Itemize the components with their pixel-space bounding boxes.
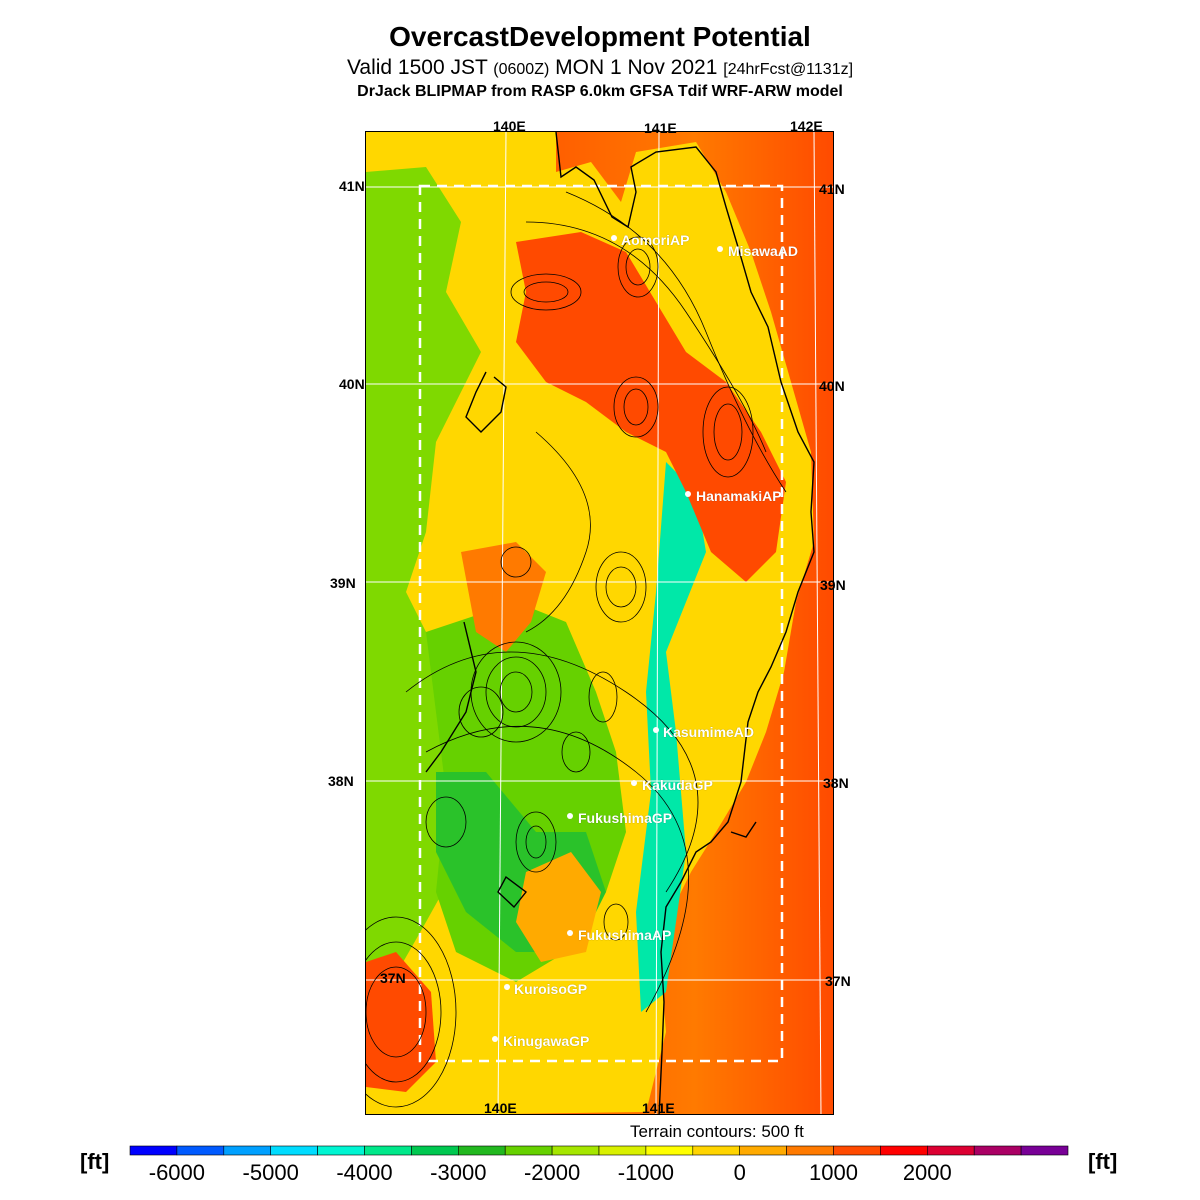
station-marker bbox=[653, 727, 659, 733]
station-marker bbox=[567, 813, 573, 819]
coastline bbox=[425, 132, 815, 1114]
scale-color-swatch bbox=[598, 1145, 647, 1156]
scale-tick-label: -5000 bbox=[243, 1160, 299, 1185]
utc-time: (0600Z) bbox=[493, 61, 550, 78]
station-label-fukushima-gp: FukushimaGP bbox=[578, 810, 673, 826]
scale-tick-label: -2000 bbox=[524, 1160, 580, 1185]
scale-color-swatch bbox=[739, 1145, 787, 1156]
station-marker bbox=[492, 1036, 498, 1042]
lat-label-37n-left: 37N bbox=[380, 970, 406, 986]
station-label-hanamaki: HanamakiAP bbox=[696, 488, 782, 504]
scale-tick-label: 1000 bbox=[809, 1160, 858, 1185]
station-label-kasumime: KasumimeAD bbox=[663, 724, 755, 740]
valid-date: MON 1 Nov 2021 bbox=[555, 56, 718, 79]
lat-label-38n-right: 38N bbox=[823, 775, 849, 791]
scale-color-swatch bbox=[973, 1145, 1022, 1156]
valid-prefix: Valid 1500 JST bbox=[346, 56, 488, 79]
red-zone-north bbox=[516, 232, 786, 582]
lat-label-41n-left: 41N bbox=[339, 178, 365, 194]
scale-color-swatch bbox=[786, 1145, 834, 1156]
scale-color-swatch bbox=[504, 1145, 553, 1156]
station-label-kuroiso: KuroisoGP bbox=[514, 981, 588, 997]
graticule bbox=[366, 132, 833, 1114]
color-scale-bar: -6000 -5000 -4000 -3000 -2000 -1000 0 1000 2000 bbox=[129, 1145, 1069, 1185]
lat-label-40n-left: 40N bbox=[339, 376, 365, 392]
scale-tick-label: -6000 bbox=[149, 1160, 205, 1185]
lat-label-37n-right: 37N bbox=[825, 973, 851, 989]
scale-color-swatch bbox=[411, 1145, 459, 1156]
model-description: DrJack BLIPMAP from RASP 6.0km GFSA Tdif… bbox=[357, 83, 843, 100]
lat-label-41n-right: 41N bbox=[819, 181, 845, 197]
station-label-kinugawa: KinugawaGP bbox=[503, 1033, 590, 1049]
scale-color-swatch bbox=[176, 1145, 225, 1156]
scale-color-swatch bbox=[129, 1145, 178, 1156]
station-label-aomori: AomoriAP bbox=[621, 232, 690, 248]
lat-label-38n-left: 38N bbox=[328, 773, 354, 789]
orange-zone-south bbox=[516, 852, 601, 962]
lat-label-40n-right: 40N bbox=[819, 378, 845, 394]
lon-label-140e-bottom: 140E bbox=[484, 1100, 517, 1116]
scale-color-swatch bbox=[457, 1145, 506, 1156]
station-marker bbox=[611, 235, 617, 241]
terrain-contour-note: Terrain contours: 500 ft bbox=[630, 1122, 804, 1141]
scale-color-swatch bbox=[223, 1145, 272, 1156]
map-panel bbox=[365, 131, 834, 1115]
station-label-kakuda: KakudaGP bbox=[642, 777, 713, 793]
scale-color-swatch bbox=[833, 1145, 881, 1156]
scale-color-swatch bbox=[692, 1145, 740, 1156]
lon-label-141e-bottom: 141E bbox=[642, 1100, 675, 1116]
orange-zone-central bbox=[461, 542, 546, 652]
scale-color-swatch bbox=[551, 1145, 600, 1156]
scale-color-swatch bbox=[1020, 1145, 1069, 1156]
scale-tick-label: 0 bbox=[734, 1160, 746, 1185]
station-label-fukushima-ap: FukushimaAP bbox=[578, 927, 672, 943]
forecast-map bbox=[366, 132, 833, 1114]
cyan-zone-east bbox=[636, 462, 706, 1012]
terrain-contours bbox=[366, 191, 787, 1108]
unit-label-right: [ft] bbox=[1088, 1149, 1118, 1174]
scale-tick-label: 2000 bbox=[903, 1160, 952, 1185]
scale-tick-label: -1000 bbox=[618, 1160, 674, 1185]
inner-domain-boundary bbox=[418, 184, 784, 1063]
red-zone-southwest bbox=[366, 952, 436, 1092]
lon-label-141e-top: 141E bbox=[644, 120, 677, 136]
scale-color-swatch bbox=[270, 1145, 318, 1156]
forecast-tag: [24hrFcst@1131z] bbox=[723, 61, 854, 78]
scale-color-swatch bbox=[926, 1145, 975, 1156]
station-label-misawa: MisawaAD bbox=[728, 243, 799, 259]
unit-label-left: [ft] bbox=[80, 1149, 110, 1174]
scale-tick-label: -3000 bbox=[430, 1160, 486, 1185]
station-marker bbox=[631, 780, 637, 786]
station-marker bbox=[717, 246, 723, 252]
scale-color-swatch bbox=[317, 1145, 365, 1156]
chart-title: OvercastDevelopment Potential bbox=[389, 21, 811, 52]
station-marker bbox=[567, 930, 573, 936]
scale-color-swatch bbox=[645, 1145, 694, 1156]
scale-tick-label: -4000 bbox=[336, 1160, 392, 1185]
valid-time-subtitle: Valid 1500 JST (0600Z) MON 1 Nov 2021 [2… bbox=[0, 56, 1200, 82]
station-marker bbox=[685, 491, 691, 497]
lon-label-140e-top: 140E bbox=[493, 118, 526, 134]
lat-label-39n-left: 39N bbox=[330, 575, 356, 591]
scale-color-swatch bbox=[880, 1145, 928, 1156]
station-marker bbox=[504, 984, 510, 990]
scale-color-swatch bbox=[364, 1145, 412, 1156]
lon-label-142e-top: 142E bbox=[790, 118, 823, 134]
lat-label-39n-right: 39N bbox=[820, 577, 846, 593]
